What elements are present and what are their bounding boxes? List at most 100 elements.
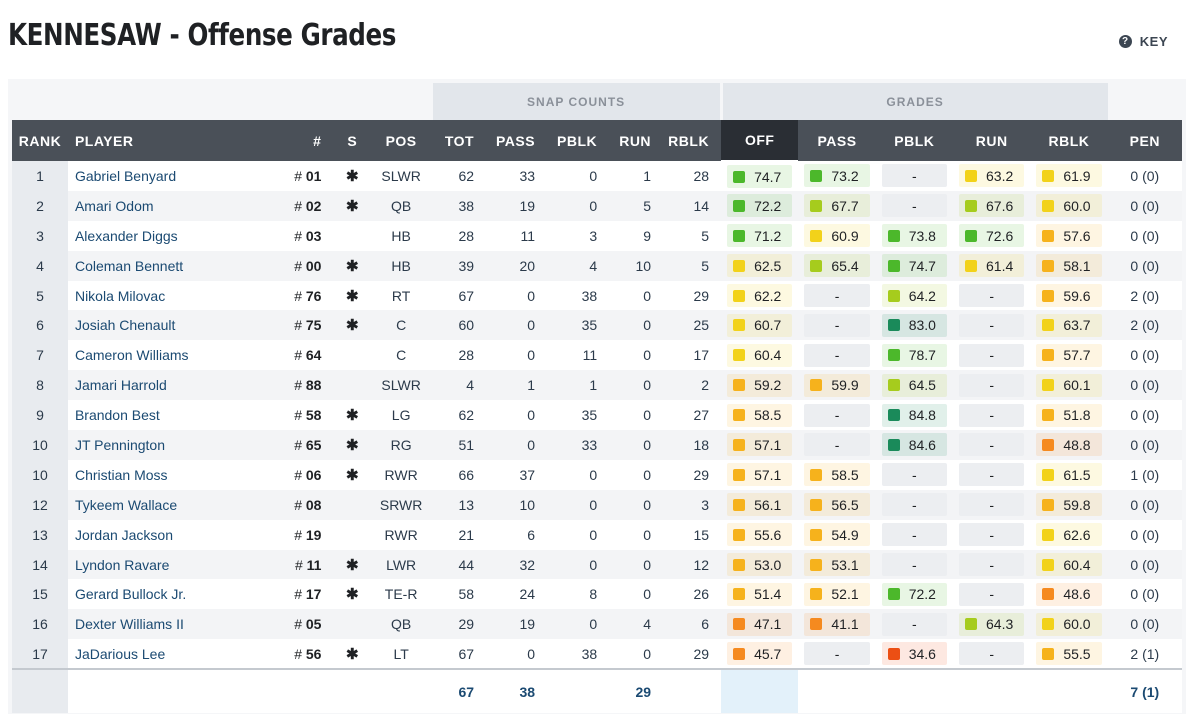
table-row[interactable]: 13 Jordan Jackson # 19 RWR 21 6 0 0 15 55.6 54.9- -… [12,519,1182,550]
player-name-link[interactable]: Coleman Bennett [67,250,287,281]
player-name-link[interactable]: Gerard Bullock Jr. [67,579,287,610]
grade-pass-value: 54.9 [831,526,859,543]
table-row[interactable]: 8 Jamari Harrold # 88 SLWR 4 1 1 0 2 59.2 59.9 64.5… [12,370,1182,401]
grade-rblk-value: 58.1 [1063,257,1091,274]
table-row[interactable]: 5 Nikola Milovac # 76 ✱ RT 67 0 38 0 29 62.2-64.2-… [12,280,1182,311]
starter-asterisk-icon: ✱ [346,317,359,335]
total-run-snaps: 29 [609,668,664,714]
grade-rblk-cell: 48.6 [1030,579,1108,610]
grade-pblk-value: 74.7 [908,257,936,274]
grade-run-cell: - [953,549,1031,580]
player-name-link[interactable]: JaDarious Lee [67,639,287,670]
grade-pass-cell: 54.9 [798,519,876,550]
player-name-link[interactable]: Lyndon Ravare [67,549,287,580]
grade-pass-cell: 41.1 [798,609,876,640]
grade-pblk-cell: - [875,609,953,640]
grade-off-chip: 55.6 [727,523,793,547]
grade-color-swatch [810,588,823,601]
starter-cell: ✱ [333,250,372,281]
penalties-cell: 2 (1) [1107,639,1182,670]
player-name-link[interactable]: Christian Moss [67,459,287,490]
grade-run-empty: - [959,582,1025,606]
table-row[interactable]: 14 Lyndon Ravare # 11 ✱ LWR 44 32 0 0 12 53.0 53.1-… [12,549,1182,580]
player-name-link[interactable]: Gabriel Benyard [67,161,287,191]
col-player[interactable]: PLAYER [67,120,287,161]
starter-cell [333,370,372,401]
grade-pass-chip: 59.9 [804,373,870,397]
grade-off-value: 58.5 [754,407,782,424]
grade-pass-chip: 53.1 [804,553,870,577]
col-position[interactable]: POS [371,120,432,161]
grade-pass-cell: - [798,400,876,431]
snaps-pblk-cell: 0 [547,459,610,490]
grade-color-swatch [733,170,746,183]
player-name-link[interactable]: Nikola Milovac [67,280,287,311]
rank-cell: 10 [12,430,68,460]
col-starter[interactable]: S [333,120,372,161]
table-row[interactable]: 9 Brandon Best # 58 ✱ LG 62 0 35 0 27 58.5-84.8-51… [12,400,1182,431]
col-snaps-pass[interactable]: PASS [486,120,548,161]
snaps-total-cell: 38 [431,190,487,221]
table-row[interactable]: 6 Josiah Chenault # 75 ✱ C 60 0 35 0 25 60.7-83.0-… [12,310,1182,341]
table-row[interactable]: 16 Dexter Williams II # 05 QB 29 19 0 4 6 47.1 41.… [12,609,1182,640]
snaps-run-cell: 5 [609,190,664,221]
grade-color-swatch [1042,409,1055,422]
col-snaps-pblk[interactable]: PBLK [547,120,610,161]
table-row[interactable]: 15 Gerard Bullock Jr. # 17 ✱ TE-R 58 24 8 0 26 51.… [12,579,1182,610]
grade-pass-cell: 52.1 [798,579,876,610]
grade-rblk-chip: 57.6 [1036,224,1102,248]
grade-pass-value: 58.5 [831,466,859,483]
grade-pblk-cell: - [875,161,953,191]
starter-cell [333,519,372,550]
snaps-pblk-cell: 35 [547,310,610,341]
col-grade-off[interactable]: OFF [721,120,799,163]
player-name-link[interactable]: Jamari Harrold [67,370,287,401]
player-name-link[interactable]: Alexander Diggs [67,220,287,251]
player-name-link[interactable]: Jordan Jackson [67,519,287,550]
table-row[interactable]: 4 Coleman Bennett # 00 ✱ HB 39 20 4 10 5 62.5 65.4 7… [12,250,1182,281]
snaps-total-cell: 28 [431,340,487,371]
col-number[interactable]: # [286,120,334,161]
grade-color-swatch [733,409,746,422]
player-name-link[interactable]: Cameron Williams [67,340,287,371]
table-row[interactable]: 7 Cameron Williams # 64 C 28 0 11 0 17 60.4-78.7-… [12,340,1182,371]
col-grade-rblk[interactable]: RBLK [1030,120,1108,161]
grade-pass-cell: 65.4 [798,250,876,281]
col-grade-run[interactable]: RUN [953,120,1031,161]
grade-color-swatch [733,438,746,451]
table-row[interactable]: 12 Tykeem Wallace # 08 SRWR 13 10 0 0 3 56.1 56.5-… [12,489,1182,520]
player-name-link[interactable]: Dexter Williams II [67,609,287,640]
table-row[interactable]: 17 JaDarious Lee # 56 ✱ LT 67 0 38 0 29 45.7-34.6-… [12,639,1182,670]
starter-cell [333,220,372,251]
penalties-cell: 0 (0) [1107,250,1182,281]
snaps-total-cell: 28 [431,220,487,251]
key-button[interactable]: ? KEY [1118,34,1168,49]
grade-run-empty: - [959,433,1025,457]
player-name-link[interactable]: Josiah Chenault [67,310,287,341]
jersey-hash-glyph: # [294,227,306,244]
snaps-pass-cell: 10 [486,489,548,520]
table-row[interactable]: 1 Gabriel Benyard # 01 ✱ SLWR 62 33 0 1 28 74.7 73.… [12,161,1182,191]
col-snaps-run[interactable]: RUN [609,120,664,161]
jersey-number: # 65 [286,430,334,460]
col-grade-pblk[interactable]: PBLK [875,120,953,161]
player-name-link[interactable]: Brandon Best [67,400,287,431]
col-penalties[interactable]: PEN [1107,120,1182,161]
col-rank[interactable]: RANK [12,120,68,161]
player-name-link[interactable]: Amari Odom [67,190,287,221]
table-row[interactable]: 3 Alexander Diggs # 03 HB 28 11 3 9 5 71.2 60.9 73.… [12,220,1182,251]
col-snaps-total[interactable]: TOT [431,120,487,161]
grade-pass-value: 41.1 [831,616,859,633]
jersey-number-value: 75 [305,317,322,334]
player-name-link[interactable]: Tykeem Wallace [67,489,287,520]
table-row[interactable]: 10 JT Pennington # 65 ✱ RG 51 0 33 0 18 57.1-84.6-… [12,430,1182,460]
snaps-pblk-cell: 4 [547,250,610,281]
table-row[interactable]: 10 Christian Moss # 06 ✱ RWR 66 37 0 0 29 57.1 58.5… [12,459,1182,490]
grade-pass-value: 60.9 [831,227,859,244]
player-name-link[interactable]: JT Pennington [67,430,287,460]
table-row[interactable]: 2 Amari Odom # 02 ✱ QB 38 19 0 5 14 72.2 67.7-67.6 6… [12,190,1182,221]
grade-color-swatch [887,409,900,422]
grade-off-chip: 56.1 [727,493,793,517]
col-grade-pass[interactable]: PASS [798,120,876,161]
col-snaps-rblk[interactable]: RBLK [663,120,722,161]
